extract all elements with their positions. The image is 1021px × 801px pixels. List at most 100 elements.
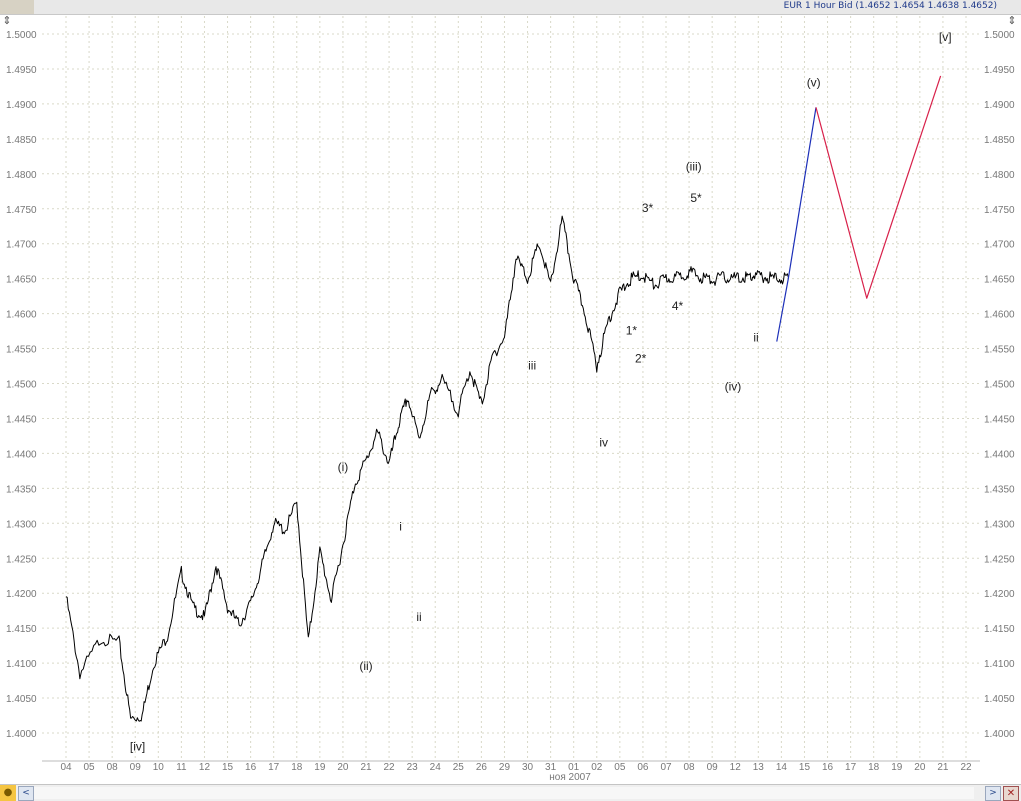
x-tick-label: 09 bbox=[130, 762, 142, 773]
y-tick-label-right: 1.4150 bbox=[984, 624, 1015, 635]
zoom-left-icon[interactable]: ⇕ bbox=[2, 14, 12, 27]
x-tick-label: 10 bbox=[153, 762, 165, 773]
y-tick-label-right: 1.4950 bbox=[984, 65, 1015, 76]
y-tick-label-left: 1.4150 bbox=[6, 624, 37, 635]
y-tick-label-left: 1.4450 bbox=[6, 414, 37, 425]
x-tick-label: 31 bbox=[545, 762, 557, 773]
y-tick-label-left: 1.4400 bbox=[6, 449, 37, 460]
y-tick-label-left: 1.4600 bbox=[6, 310, 37, 321]
x-tick-label: 07 bbox=[660, 762, 672, 773]
wave-label: i bbox=[399, 519, 402, 533]
x-tick-label: 17 bbox=[268, 762, 280, 773]
wave-label: [v] bbox=[939, 30, 952, 44]
y-tick-label-left: 1.4100 bbox=[6, 659, 37, 670]
y-tick-label-right: 1.4700 bbox=[984, 240, 1015, 251]
wave-label: iv bbox=[599, 435, 608, 449]
wave-label: iii bbox=[528, 359, 536, 373]
x-tick-label: 18 bbox=[291, 762, 303, 773]
y-tick-label-right: 1.4350 bbox=[984, 484, 1015, 495]
y-tick-label-left: 1.4700 bbox=[6, 240, 37, 251]
y-tick-label-left: 1.4250 bbox=[6, 554, 37, 565]
y-tick-label-left: 1.4850 bbox=[6, 135, 37, 146]
wave-label: (ii) bbox=[359, 659, 372, 673]
y-tick-label-right: 1.4000 bbox=[984, 729, 1015, 740]
y-tick-label-left: 1.4750 bbox=[6, 205, 37, 216]
wave-label: (iv) bbox=[725, 379, 742, 393]
y-tick-label-right: 1.4500 bbox=[984, 380, 1015, 391]
y-tick-label-right: 1.4100 bbox=[984, 659, 1015, 670]
scroll-track[interactable] bbox=[34, 787, 974, 799]
y-tick-label-left: 1.4000 bbox=[6, 729, 37, 740]
x-tick-label: 26 bbox=[476, 762, 488, 773]
x-tick-label: 13 bbox=[753, 762, 765, 773]
scroll-right-button[interactable]: > bbox=[985, 786, 1001, 801]
x-tick-label: 06 bbox=[637, 762, 649, 773]
x-tick-label: 22 bbox=[960, 762, 972, 773]
x-tick-label: 04 bbox=[60, 762, 72, 773]
wave-label: ii bbox=[753, 331, 758, 345]
close-icon[interactable]: ✕ bbox=[1003, 786, 1019, 801]
x-tick-label: 20 bbox=[337, 762, 349, 773]
wave-label: ii bbox=[416, 610, 421, 624]
y-tick-label-right: 1.4450 bbox=[984, 414, 1015, 425]
y-tick-label-left: 1.4900 bbox=[6, 100, 37, 111]
y-tick-label-right: 1.4650 bbox=[984, 275, 1015, 286]
x-tick-label: 05 bbox=[614, 762, 626, 773]
x-tick-label: 18 bbox=[868, 762, 880, 773]
x-tick-label: 30 bbox=[522, 762, 534, 773]
x-tick-label: 15 bbox=[799, 762, 811, 773]
y-tick-label-right: 1.4900 bbox=[984, 100, 1015, 111]
chart-header-bar: EUR 1 Hour Bid (1.4652 1.4654 1.4638 1.4… bbox=[0, 0, 1021, 15]
scrollbar[interactable]: ● < > ✕ bbox=[0, 784, 1021, 801]
y-tick-label-left: 1.4950 bbox=[6, 65, 37, 76]
y-tick-label-right: 1.4300 bbox=[984, 519, 1015, 530]
y-tick-label-left: 1.5000 bbox=[6, 30, 37, 41]
x-tick-label: 22 bbox=[384, 762, 396, 773]
x-tick-label: 12 bbox=[199, 762, 211, 773]
projection-blue-line bbox=[776, 107, 817, 342]
y-tick-label-left: 1.4650 bbox=[6, 275, 37, 286]
corner-tab bbox=[0, 0, 34, 14]
wave-label: [iv] bbox=[130, 739, 145, 753]
x-tick-label: 08 bbox=[107, 762, 119, 773]
x-tick-label: 01 bbox=[568, 762, 580, 773]
y-tick-label-right: 1.4050 bbox=[984, 694, 1015, 705]
x-tick-label: 12 bbox=[730, 762, 742, 773]
y-tick-label-right: 1.4850 bbox=[984, 135, 1015, 146]
wave-label: (iii) bbox=[686, 159, 702, 173]
x-tick-label: 21 bbox=[937, 762, 949, 773]
y-tick-label-left: 1.4200 bbox=[6, 589, 37, 600]
y-tick-label-right: 1.4750 bbox=[984, 205, 1015, 216]
x-tick-label: 08 bbox=[684, 762, 696, 773]
x-tick-label: 02 bbox=[591, 762, 603, 773]
x-tick-label: 15 bbox=[222, 762, 234, 773]
wave-label: 3* bbox=[642, 201, 654, 215]
x-axis-month-label: ноя 2007 bbox=[549, 772, 591, 783]
instrument-info-label: EUR 1 Hour Bid (1.4652 1.4654 1.4638 1.4… bbox=[783, 1, 997, 11]
wave-label: 2* bbox=[635, 352, 647, 366]
y-tick-label-right: 1.4800 bbox=[984, 170, 1015, 181]
wave-label: 1* bbox=[626, 324, 638, 338]
x-tick-label: 11 bbox=[176, 762, 187, 773]
scroll-left-button[interactable]: < bbox=[18, 786, 34, 801]
wave-label: 5* bbox=[690, 191, 702, 205]
x-tick-label: 14 bbox=[776, 762, 788, 773]
y-tick-label-right: 1.4400 bbox=[984, 449, 1015, 460]
x-tick-label: 29 bbox=[499, 762, 511, 773]
y-tick-label-left: 1.4300 bbox=[6, 519, 37, 530]
wave-label: (i) bbox=[338, 460, 349, 474]
y-tick-label-left: 1.4500 bbox=[6, 380, 37, 391]
wave-label: (v) bbox=[807, 75, 821, 89]
y-tick-label-left: 1.4050 bbox=[6, 694, 37, 705]
projection-red-line bbox=[815, 75, 942, 299]
x-tick-label: 21 bbox=[360, 762, 372, 773]
x-tick-label: 25 bbox=[453, 762, 465, 773]
y-tick-label-left: 1.4800 bbox=[6, 170, 37, 181]
y-tick-label-right: 1.4600 bbox=[984, 310, 1015, 321]
x-tick-label: 16 bbox=[822, 762, 834, 773]
zoom-right-icon[interactable]: ⇕ bbox=[1007, 14, 1017, 27]
x-tick-label: 16 bbox=[245, 762, 257, 773]
y-tick-label-right: 1.5000 bbox=[984, 30, 1015, 41]
x-tick-label: 19 bbox=[314, 762, 326, 773]
